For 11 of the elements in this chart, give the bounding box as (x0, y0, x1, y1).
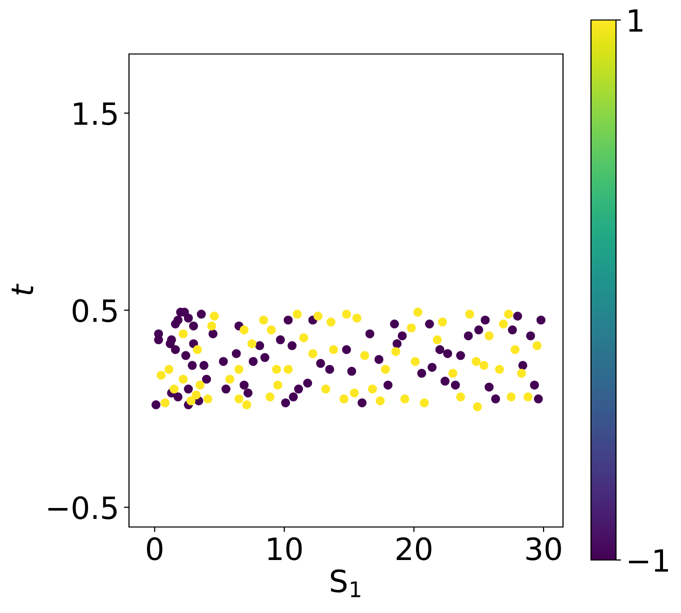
x-tick-label: 20 (396, 537, 432, 560)
x-axis-title: S$_{1}$ (330, 569, 360, 598)
y-tick-label: 0.5 (72, 299, 117, 322)
y-tick-label: −0.5 (48, 496, 117, 520)
x-tick-label: 10 (268, 537, 302, 560)
y-tick-label: 1.5 (74, 102, 117, 126)
y-axis-title: t (12, 284, 34, 295)
x-tick-label: 30 (526, 537, 561, 560)
color-bar-label: −1 (628, 549, 668, 572)
color-bar-label: 1 (629, 9, 642, 32)
x-tick-label: 0 (146, 537, 162, 560)
